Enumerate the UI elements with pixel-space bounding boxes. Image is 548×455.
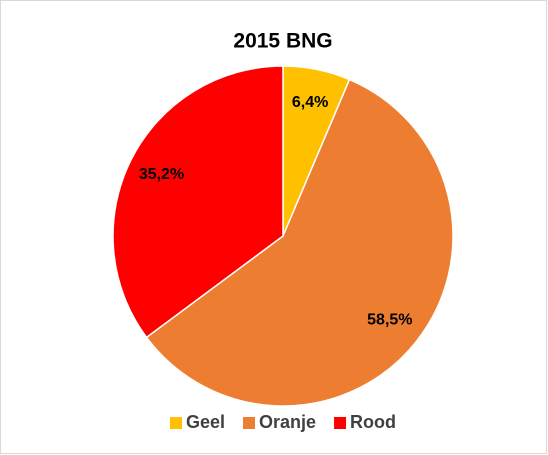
data-label: 35,2% bbox=[139, 166, 184, 183]
legend-label: Geel bbox=[186, 412, 225, 432]
legend-label: Rood bbox=[350, 412, 396, 432]
legend-swatch bbox=[243, 417, 256, 429]
data-label: 6,4% bbox=[292, 94, 328, 111]
legend-swatch bbox=[169, 417, 182, 429]
chart-title: 2015 BNG bbox=[233, 30, 332, 53]
data-label: 58,5% bbox=[367, 311, 412, 328]
legend-label: Oranje bbox=[259, 412, 316, 432]
legend-swatch bbox=[334, 417, 347, 429]
pie-slice bbox=[112, 65, 284, 339]
pie-slice bbox=[145, 78, 454, 407]
